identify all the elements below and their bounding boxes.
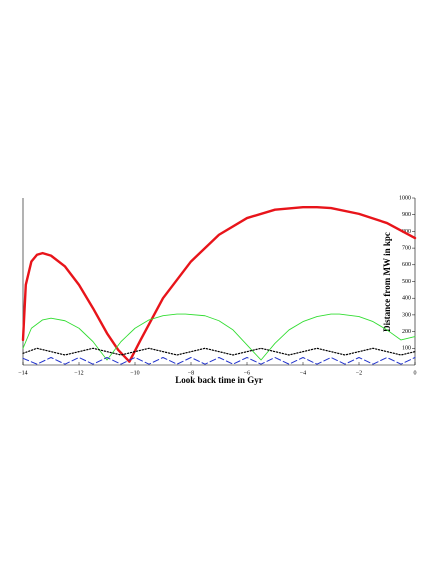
y-tick-label: 900 bbox=[402, 212, 411, 218]
y-tick-label: 100 bbox=[402, 346, 411, 352]
y-tick-label: 300 bbox=[402, 312, 411, 318]
y-tick-label: 800 bbox=[402, 229, 411, 235]
x-tick-label: −2 bbox=[356, 370, 362, 376]
x-tick-label: −12 bbox=[74, 370, 83, 376]
y-tick-label: 600 bbox=[402, 262, 411, 268]
y-tick-label: 400 bbox=[402, 296, 411, 302]
x-tick-label: −10 bbox=[130, 370, 139, 376]
x-tick-label: −4 bbox=[300, 370, 306, 376]
y-axis-title: Distance from MW in kpc bbox=[382, 232, 392, 332]
y-tick-label: 200 bbox=[402, 329, 411, 335]
y-tick-label: 1000 bbox=[399, 195, 411, 201]
y-tick-label: 700 bbox=[402, 245, 411, 251]
x-tick-label: −6 bbox=[244, 370, 250, 376]
series-line bbox=[22, 347, 416, 356]
y-tick-label: 500 bbox=[402, 279, 411, 285]
x-axis-title: Look back time in Gyr bbox=[175, 375, 263, 385]
x-tick-label: −14 bbox=[18, 370, 27, 376]
series-line bbox=[21, 205, 417, 363]
series-line bbox=[22, 313, 416, 361]
x-tick-label: −8 bbox=[188, 370, 194, 376]
series-line bbox=[22, 356, 416, 365]
x-tick-label: 0 bbox=[414, 370, 417, 376]
